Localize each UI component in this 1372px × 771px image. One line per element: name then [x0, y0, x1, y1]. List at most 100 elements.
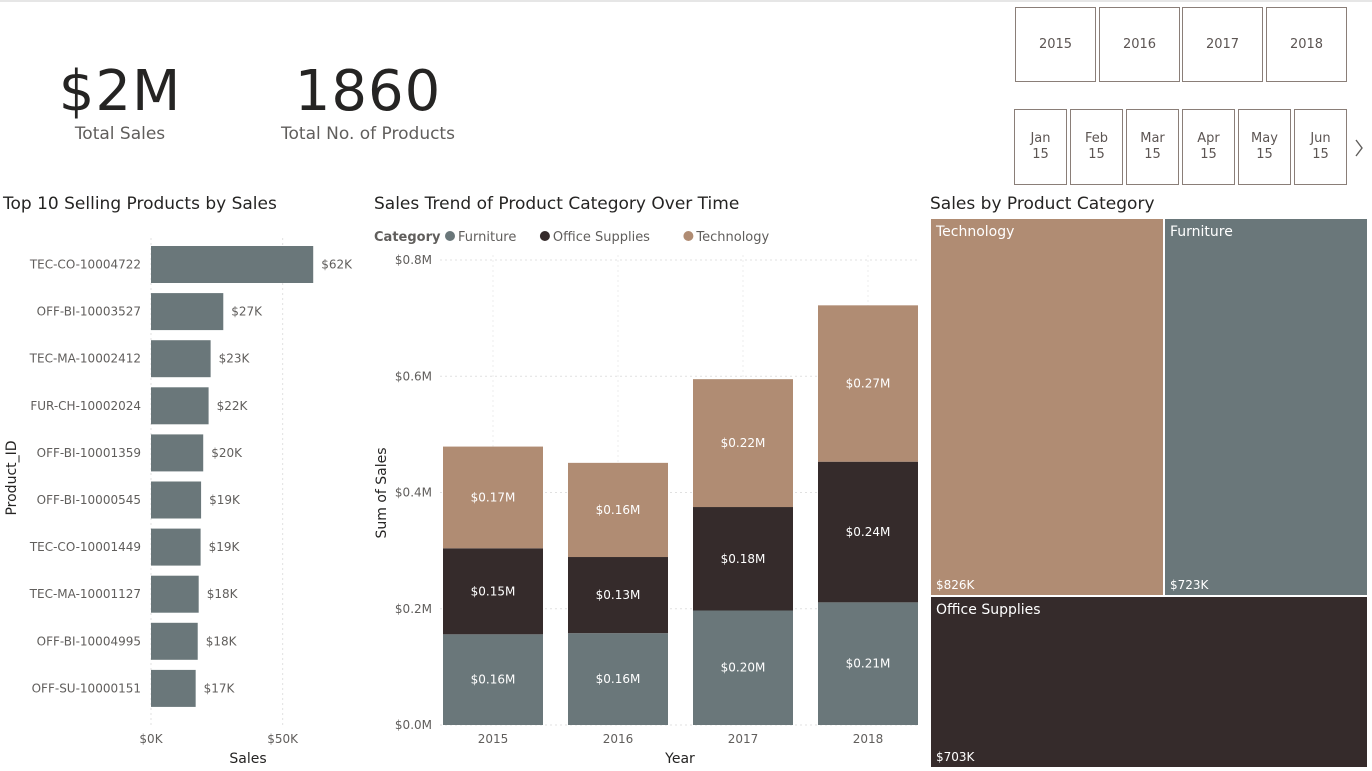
kpi-total-sales-label: Total Sales	[74, 124, 166, 144]
legend-title: Category	[374, 230, 441, 245]
y-tick-label: OFF-SU-10000151	[32, 681, 141, 695]
kpi-total-products: 1860 Total No. of Products	[275, 59, 461, 145]
year-slicer-2018[interactable]: 2018	[1266, 7, 1347, 82]
top-divider	[0, 0, 1372, 2]
data-label: $0.22M	[721, 436, 766, 450]
bar-tec-ma-10001127	[151, 575, 199, 613]
month-slicer-jun[interactable]: Jun 15	[1294, 109, 1347, 185]
treemap-tile-furniture[interactable]: Furniture $723K	[1164, 218, 1368, 596]
treemap-tile-value: $723K	[1170, 578, 1209, 592]
x-tick-label: 2015	[478, 732, 509, 746]
data-label: $19K	[209, 540, 241, 554]
data-label: $0.17M	[471, 490, 516, 504]
data-label: $20K	[211, 446, 243, 460]
year-slicer-2017[interactable]: 2017	[1182, 7, 1263, 82]
month-year: 15	[1088, 147, 1105, 162]
y-tick-label: OFF-BI-10000545	[37, 493, 141, 507]
data-label: $0.16M	[596, 672, 641, 686]
category-treemap: Technology $826K Furniture $723K Office …	[930, 218, 1368, 768]
bar-furniture-2017	[693, 610, 793, 725]
y-tick-label: FUR-CH-10002024	[30, 399, 141, 413]
bar-office-supplies-2016	[568, 557, 668, 634]
treemap-tile-value: $826K	[936, 578, 975, 592]
bar-furniture-2018	[818, 602, 918, 725]
data-label: $27K	[231, 305, 263, 319]
month-slicer-apr[interactable]: Apr 15	[1182, 109, 1235, 185]
kpi-total-sales: $2M Total Sales	[40, 59, 200, 145]
data-label: $0.24M	[846, 525, 891, 539]
data-label: $19K	[209, 493, 241, 507]
month-slicer-jan[interactable]: Jan 15	[1014, 109, 1067, 185]
bar-off-bi-10004995	[151, 622, 198, 660]
data-label: $0.20M	[721, 661, 766, 675]
bar-furniture-2016	[568, 633, 668, 725]
bar-office-supplies-2017	[693, 507, 793, 611]
month-label: Feb	[1084, 131, 1109, 146]
y-tick-label: $0.6M	[395, 369, 432, 383]
data-label: $0.27M	[846, 377, 891, 391]
month-slicer-feb[interactable]: Feb 15	[1070, 109, 1123, 185]
bar-tec-co-10004722	[151, 246, 314, 283]
bar-office-supplies-2015	[443, 548, 543, 635]
kpi-total-sales-value: $2M	[58, 59, 182, 124]
month-label: Apr	[1197, 131, 1220, 146]
data-label: $22K	[217, 399, 249, 413]
month-label: Mar	[1140, 131, 1165, 146]
bar-fur-ch-10002024	[151, 387, 209, 425]
y-tick-label: TEC-CO-10004722	[29, 258, 141, 272]
bar-off-bi-10003527	[151, 293, 224, 331]
year-slicer-2015[interactable]: 2015	[1015, 7, 1096, 82]
data-label: $0.21M	[846, 657, 891, 671]
y-tick-label: TEC-MA-10002412	[29, 352, 141, 366]
y-tick-label: $0.8M	[395, 253, 432, 267]
bar-furniture-2015	[443, 634, 543, 725]
sales-trend-chart-title: Sales Trend of Product Category Over Tim…	[374, 194, 740, 214]
treemap-tile-technology[interactable]: Technology $826K	[930, 218, 1164, 596]
bar-tec-ma-10002412	[151, 340, 211, 378]
month-slicer-mar[interactable]: Mar 15	[1126, 109, 1179, 185]
y-axis-title: Sum of Sales	[374, 447, 390, 538]
data-label: $0.15M	[471, 584, 516, 598]
treemap-tile-label: Technology	[936, 224, 1015, 240]
y-tick-label: $0.0M	[395, 718, 432, 732]
legend-swatch	[445, 231, 455, 241]
y-axis-title: Product_ID	[4, 440, 20, 515]
data-label: $0.16M	[596, 503, 641, 517]
y-tick-label: OFF-BI-10003527	[37, 305, 141, 319]
y-tick-label: $0.2M	[395, 602, 432, 616]
legend-item: Technology	[695, 230, 769, 245]
kpi-total-products-label: Total No. of Products	[281, 124, 455, 144]
month-label: Jun	[1310, 131, 1331, 146]
year-slicer-2016[interactable]: 2016	[1099, 7, 1180, 82]
month-year: 15	[1144, 147, 1161, 162]
month-year: 15	[1200, 147, 1217, 162]
treemap-tile-label: Office Supplies	[936, 602, 1041, 618]
data-label: $0.16M	[471, 673, 516, 687]
x-axis-title: Year	[664, 751, 695, 767]
x-tick-label: 2018	[853, 732, 884, 746]
top-products-chart-title: Top 10 Selling Products by Sales	[3, 194, 277, 214]
bar-office-supplies-2018	[818, 461, 918, 603]
treemap-tile-label: Furniture	[1170, 224, 1233, 240]
bar-technology-2016	[568, 462, 668, 558]
treemap-tile-office-supplies[interactable]: Office Supplies $703K	[930, 596, 1368, 768]
bar-off-bi-10000545	[151, 481, 202, 519]
category-treemap-title: Sales by Product Category	[930, 194, 1155, 214]
x-tick-label: $50K	[267, 732, 299, 746]
bar-technology-2018	[818, 305, 918, 462]
y-tick-label: TEC-MA-10001127	[29, 587, 141, 601]
month-year: 15	[1312, 147, 1329, 162]
legend-swatch	[539, 231, 550, 241]
x-tick-label: 2017	[728, 732, 759, 746]
data-label: $18K	[206, 634, 238, 648]
kpi-total-products-value: 1860	[294, 59, 442, 124]
month-slicer-may[interactable]: May 15	[1238, 109, 1291, 185]
y-tick-label: OFF-BI-10001359	[37, 446, 141, 460]
chevron-right-icon[interactable]	[1351, 136, 1367, 160]
bar-off-bi-10001359	[151, 434, 204, 472]
month-label: May	[1251, 131, 1278, 146]
bar-technology-2017	[693, 379, 793, 508]
legend-swatch	[683, 231, 694, 241]
x-axis-title: Sales	[229, 751, 266, 767]
data-label: $18K	[207, 587, 239, 601]
